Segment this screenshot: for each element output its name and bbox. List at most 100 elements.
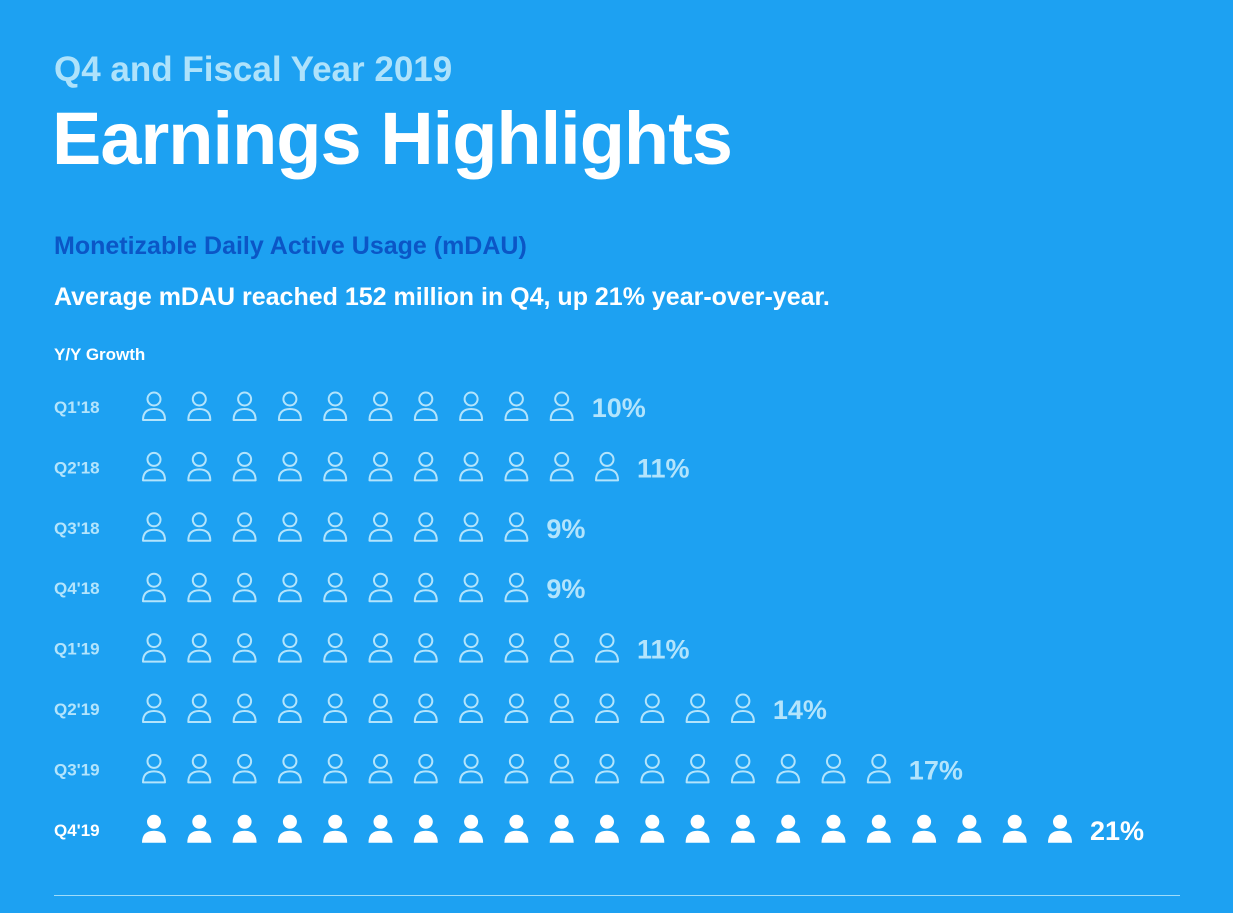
person-icon bbox=[459, 572, 484, 603]
person-icon bbox=[368, 512, 393, 542]
person-icon bbox=[232, 451, 257, 482]
person-icon bbox=[232, 572, 257, 603]
person-icon bbox=[866, 814, 891, 843]
category-label: Q2'19 bbox=[54, 700, 100, 719]
person-icon bbox=[277, 633, 302, 663]
person-icon bbox=[730, 814, 755, 843]
person-icon bbox=[232, 753, 257, 784]
person-icon bbox=[549, 753, 574, 784]
person-icon bbox=[504, 814, 529, 843]
person-icon bbox=[232, 633, 257, 663]
person-icon bbox=[277, 814, 302, 843]
person-icon bbox=[730, 753, 755, 784]
person-icon bbox=[142, 753, 166, 784]
section-heading: Monetizable Daily Active Usage (mDAU) bbox=[54, 232, 527, 260]
person-icon bbox=[504, 633, 529, 663]
person-icon bbox=[459, 512, 484, 542]
person-icon bbox=[821, 814, 846, 843]
person-icon bbox=[912, 814, 937, 843]
person-icon bbox=[232, 391, 257, 421]
person-icon bbox=[413, 572, 438, 603]
person-icon bbox=[368, 572, 393, 603]
person-icon bbox=[504, 753, 529, 784]
person-icon bbox=[549, 693, 574, 723]
person-icon bbox=[187, 391, 212, 421]
person-icon bbox=[504, 451, 529, 482]
person-icon bbox=[277, 391, 302, 421]
category-label: Q3'18 bbox=[54, 519, 100, 538]
person-icon bbox=[595, 693, 619, 723]
value-label: 17% bbox=[909, 755, 963, 785]
person-icon bbox=[142, 391, 166, 421]
person-icon bbox=[413, 693, 438, 723]
person-icon bbox=[685, 753, 710, 784]
person-icon bbox=[640, 693, 665, 723]
person-icon bbox=[142, 451, 166, 482]
category-label: Q1'18 bbox=[54, 398, 100, 417]
person-icon bbox=[142, 512, 166, 542]
person-icon bbox=[187, 753, 212, 784]
chart-row: Q3'19 17% bbox=[54, 753, 963, 785]
person-icon bbox=[413, 512, 438, 542]
person-icon bbox=[504, 391, 529, 421]
chart-row: Q4'19 21% bbox=[54, 814, 1144, 846]
slide-subtitle: Q4 and Fiscal Year 2019 bbox=[54, 50, 453, 89]
person-icon bbox=[459, 693, 484, 723]
person-icon bbox=[368, 693, 393, 723]
value-label: 21% bbox=[1090, 816, 1144, 846]
person-icon bbox=[187, 633, 212, 663]
person-icon bbox=[459, 633, 484, 663]
person-icon bbox=[368, 391, 393, 421]
person-icon bbox=[368, 451, 393, 482]
person-icon bbox=[595, 633, 619, 663]
person-icon bbox=[821, 753, 846, 784]
chart-row: Q1'18 10% bbox=[54, 391, 646, 423]
person-icon bbox=[323, 512, 348, 542]
chart-row: Q1'19 11% bbox=[54, 633, 690, 665]
person-icon bbox=[277, 451, 302, 482]
slide-title: Earnings Highlights bbox=[52, 97, 733, 180]
y-axis-label: Y/Y Growth bbox=[54, 345, 146, 364]
person-icon bbox=[866, 753, 891, 784]
person-icon bbox=[413, 633, 438, 663]
person-icon bbox=[413, 391, 438, 421]
person-icon bbox=[277, 572, 302, 603]
person-icon bbox=[549, 451, 574, 482]
person-icon bbox=[730, 693, 755, 723]
person-icon bbox=[323, 693, 348, 723]
person-icon bbox=[232, 814, 257, 843]
person-icon bbox=[504, 512, 529, 542]
person-icon bbox=[776, 814, 801, 843]
person-icon bbox=[368, 753, 393, 784]
person-icon bbox=[413, 451, 438, 482]
chart-row: Q3'18 9% bbox=[54, 512, 585, 544]
chart-row: Q2'18 11% bbox=[54, 451, 690, 483]
person-icon bbox=[277, 512, 302, 542]
person-icon bbox=[187, 693, 212, 723]
person-icon bbox=[187, 451, 212, 482]
person-icon bbox=[640, 814, 665, 843]
footer-divider bbox=[54, 895, 1180, 896]
value-label: 9% bbox=[546, 574, 585, 604]
person-icon bbox=[957, 814, 982, 843]
person-icon bbox=[323, 391, 348, 421]
person-icon bbox=[323, 451, 348, 482]
chart-row: Q4'18 9% bbox=[54, 572, 585, 604]
person-icon bbox=[504, 572, 529, 603]
person-icon bbox=[776, 753, 801, 784]
person-icon bbox=[504, 693, 529, 723]
value-label: 14% bbox=[773, 695, 827, 725]
person-icon bbox=[595, 814, 619, 843]
person-icon bbox=[595, 753, 619, 784]
person-icon bbox=[323, 814, 348, 843]
person-icon bbox=[459, 814, 484, 843]
person-icon bbox=[187, 512, 212, 542]
category-label: Q1'19 bbox=[54, 640, 100, 659]
person-icon bbox=[549, 633, 574, 663]
person-icon bbox=[142, 633, 166, 663]
person-icon bbox=[277, 693, 302, 723]
person-icon bbox=[685, 814, 710, 843]
value-label: 10% bbox=[592, 393, 646, 423]
